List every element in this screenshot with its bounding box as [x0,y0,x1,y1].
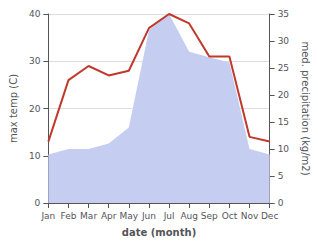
svg-text:35: 35 [278,9,289,19]
svg-text:Jul: Jul [163,211,175,221]
svg-text:40: 40 [29,9,41,19]
svg-text:May: May [120,211,139,221]
svg-text:Feb: Feb [61,211,77,221]
svg-text:0: 0 [35,198,41,208]
svg-text:med. precipitation (kg/m2): med. precipitation (kg/m2) [300,41,311,175]
svg-text:10: 10 [278,144,290,154]
svg-text:30: 30 [29,56,41,66]
svg-text:20: 20 [29,104,41,114]
svg-text:Oct: Oct [222,211,238,221]
svg-text:Jun: Jun [141,211,156,221]
svg-text:max temp (C): max temp (C) [8,74,19,143]
svg-text:Aug: Aug [180,211,198,221]
svg-text:20: 20 [278,90,290,100]
svg-text:Sep: Sep [201,211,218,221]
svg-text:Apr: Apr [101,211,117,221]
svg-text:5: 5 [278,171,284,181]
svg-text:10: 10 [29,151,41,161]
svg-text:0: 0 [278,198,284,208]
svg-text:Nov: Nov [241,211,259,221]
svg-text:15: 15 [278,117,289,127]
svg-text:Mar: Mar [80,211,97,221]
svg-text:Jan: Jan [40,211,55,221]
svg-text:30: 30 [278,36,290,46]
svg-text:Dec: Dec [261,211,278,221]
svg-text:date (month): date (month) [122,227,196,238]
svg-text:25: 25 [278,63,289,73]
